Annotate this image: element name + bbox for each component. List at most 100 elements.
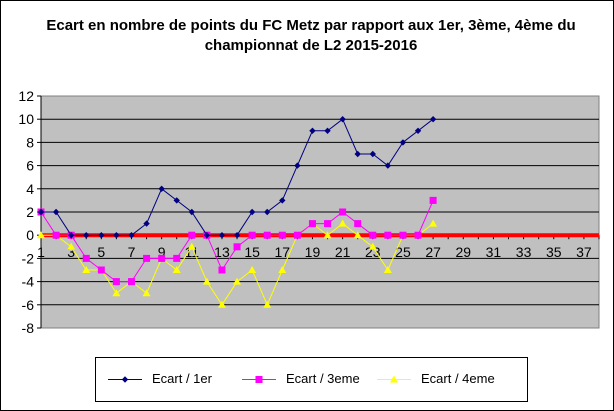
data-point-4eme <box>263 300 272 308</box>
data-point-1er <box>399 139 407 146</box>
data-point-3eme <box>414 231 422 239</box>
x-tick-label: 29 <box>455 244 471 260</box>
data-point-1er <box>248 208 256 216</box>
data-point-4eme <box>37 231 45 239</box>
data-point-3eme <box>429 196 437 204</box>
x-tick-label: 37 <box>576 244 592 260</box>
data-point-3eme <box>52 231 60 239</box>
data-point-3eme <box>97 266 105 274</box>
y-tick-label: 10 <box>18 111 34 127</box>
data-point-3eme <box>127 278 135 286</box>
y-tick-label: -6 <box>22 297 35 313</box>
data-point-4eme <box>338 219 347 227</box>
data-point-3eme <box>278 231 286 239</box>
series-1er <box>37 116 437 239</box>
data-point-1er <box>294 162 301 169</box>
data-point-3eme <box>339 208 347 216</box>
data-point-1er <box>309 127 316 134</box>
data-point-3eme <box>399 231 407 239</box>
x-tick-label: 25 <box>395 244 411 260</box>
data-point-4eme <box>217 300 226 308</box>
y-tick-label: -2 <box>22 250 35 266</box>
data-point-1er <box>429 116 437 123</box>
data-point-1er <box>67 232 75 239</box>
data-point-4eme <box>82 266 91 273</box>
data-point-1er <box>339 116 346 123</box>
y-tick-label: -8 <box>22 320 35 336</box>
chart-title: Ecart en nombre de points du FC Metz par… <box>46 17 576 54</box>
data-point-4eme <box>187 242 196 250</box>
data-point-4eme <box>383 266 392 273</box>
x-tick-label: 23 <box>365 244 381 260</box>
data-point-1er <box>188 208 196 216</box>
data-point-4eme <box>353 231 362 239</box>
y-tick-label: 2 <box>26 204 34 220</box>
data-point-1er <box>83 232 90 239</box>
y-tick-label: 4 <box>26 181 34 197</box>
legend-label-1er: Ecart / 1er <box>152 371 212 386</box>
data-point-4eme <box>278 266 287 273</box>
y-tick-label: 6 <box>26 158 34 174</box>
data-point-1er <box>98 232 105 239</box>
data-point-1er <box>52 208 60 216</box>
x-tick-label: 7 <box>128 244 136 260</box>
legend-swatch-3eme <box>242 376 276 383</box>
data-point-3eme <box>308 220 316 228</box>
data-point-3eme <box>112 278 120 286</box>
data-point-4eme <box>233 277 242 285</box>
legend-label-4eme: Ecart / 4eme <box>421 371 495 386</box>
legend: Ecart / 1er Ecart / 3eme Ecart / 4eme <box>95 357 528 402</box>
x-tick-label: 15 <box>244 244 260 260</box>
data-point-4eme <box>323 231 332 239</box>
data-point-3eme <box>263 231 271 239</box>
data-point-3eme <box>188 231 196 239</box>
data-point-1er <box>113 232 120 239</box>
x-tick-label: 27 <box>425 244 441 260</box>
legend-marker <box>121 376 129 383</box>
data-point-1er <box>158 185 165 192</box>
data-point-3eme <box>324 220 332 228</box>
data-point-3eme <box>369 231 377 239</box>
data-point-1er <box>173 197 180 204</box>
data-point-4eme <box>67 242 76 250</box>
data-point-1er <box>279 197 286 204</box>
legend-marker <box>255 376 263 383</box>
data-point-1er <box>218 232 226 239</box>
data-point-4eme <box>248 266 257 273</box>
data-point-3eme <box>82 254 90 262</box>
data-point-4eme <box>142 289 151 297</box>
data-point-4eme <box>172 266 181 273</box>
data-point-3eme <box>293 231 301 239</box>
x-tick-label: 9 <box>158 244 166 260</box>
x-tick-label: 1 <box>37 244 45 260</box>
x-tick-label: 19 <box>305 244 321 260</box>
data-point-3eme <box>248 231 256 239</box>
y-tick-label: 8 <box>26 134 34 150</box>
data-point-4eme <box>202 277 211 285</box>
data-point-3eme <box>384 231 392 239</box>
data-point-1er <box>354 150 361 158</box>
legend-swatch-4eme <box>377 375 411 383</box>
data-point-1er <box>414 127 422 134</box>
data-point-1er <box>384 162 392 169</box>
legend-marker <box>390 375 398 383</box>
y-tick-label: -4 <box>22 274 35 290</box>
data-point-1er <box>264 208 271 216</box>
data-point-1er <box>203 232 211 239</box>
x-tick-label: 5 <box>97 244 105 260</box>
data-point-4eme <box>429 219 438 227</box>
data-point-3eme <box>158 254 166 262</box>
x-tick-label: 31 <box>486 244 502 260</box>
data-point-4eme <box>112 289 121 297</box>
legend-label-3eme: Ecart / 3eme <box>286 371 360 386</box>
data-point-3eme <box>173 254 181 262</box>
x-tick-label: 3 <box>67 244 75 260</box>
legend-swatch-1er <box>108 376 142 383</box>
data-point-1er <box>37 208 45 216</box>
data-point-1er <box>369 150 376 158</box>
x-tick-label: 13 <box>214 244 230 260</box>
x-tick-label: 17 <box>275 244 291 260</box>
data-point-1er <box>233 232 241 239</box>
